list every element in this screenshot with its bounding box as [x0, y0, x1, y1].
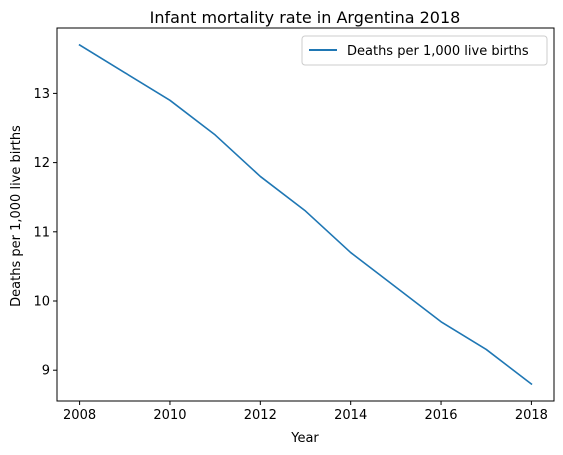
y-tick-label: 11 — [33, 225, 50, 240]
x-tick-label: 2014 — [334, 408, 367, 423]
y-axis-label: Deaths per 1,000 live births — [9, 125, 24, 307]
x-axis-label: Year — [290, 431, 319, 446]
legend-label: Deaths per 1,000 live births — [347, 44, 529, 59]
y-tick-label: 10 — [33, 295, 50, 310]
y-axis: 9 10 11 12 13 — [33, 87, 57, 379]
y-tick-label: 12 — [33, 156, 50, 171]
x-tick-label: 2018 — [515, 408, 548, 423]
x-tick-label: 2008 — [63, 408, 96, 423]
legend: Deaths per 1,000 live births — [302, 36, 547, 65]
x-axis: 2008 2010 2012 2014 2016 2018 — [63, 401, 548, 423]
x-tick-label: 2016 — [424, 408, 457, 423]
y-tick-label: 13 — [33, 87, 50, 102]
x-tick-label: 2010 — [153, 408, 186, 423]
chart-title: Infant mortality rate in Argentina 2018 — [150, 8, 461, 27]
y-tick-label: 9 — [42, 364, 50, 379]
x-tick-label: 2012 — [244, 408, 277, 423]
